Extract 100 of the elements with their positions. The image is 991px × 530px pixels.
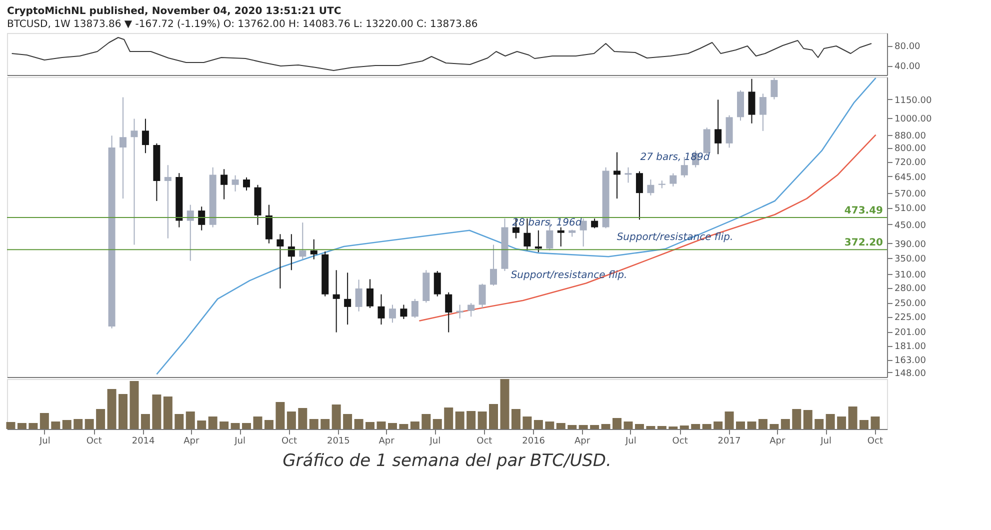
candlestick <box>299 222 306 260</box>
y-tick-label: 225.00 <box>894 313 926 324</box>
x-tick-label: Apr <box>574 436 590 446</box>
bar <box>714 422 723 429</box>
candlestick <box>310 238 318 260</box>
bar <box>545 422 554 429</box>
bar <box>780 419 790 429</box>
x-tick-label: Oct <box>867 436 884 446</box>
bar <box>848 406 858 429</box>
candlestick <box>186 204 194 262</box>
x-tick-label: Oct <box>281 436 298 446</box>
line-series <box>11 37 872 71</box>
candlestick <box>220 168 228 200</box>
bar <box>522 416 532 429</box>
y-tick-label: 570.00 <box>894 189 926 200</box>
x-tick-label: Oct <box>476 436 493 446</box>
candlestick <box>490 244 498 286</box>
bar <box>197 420 206 429</box>
bar <box>500 379 510 429</box>
bar <box>298 408 308 429</box>
chart-title: CryptoMichNL published, November 04, 2020 13:51:21 UTC <box>7 6 342 17</box>
candlestick <box>232 174 239 192</box>
bar <box>646 426 656 429</box>
candlestick <box>411 298 418 318</box>
bar <box>17 423 26 429</box>
bar <box>478 412 487 429</box>
bar <box>826 414 835 429</box>
bar <box>276 402 285 429</box>
bar <box>702 424 712 429</box>
bar <box>680 426 689 429</box>
bar <box>792 409 802 429</box>
x-tick-label: Jul <box>234 436 246 446</box>
bar <box>253 416 262 429</box>
bar <box>803 410 812 429</box>
candlestick <box>770 77 778 100</box>
x-tick-label: Apr <box>770 436 786 446</box>
candlestick <box>636 170 643 220</box>
bar <box>186 412 195 429</box>
bar <box>40 413 49 429</box>
x-tick-label: Oct <box>672 436 688 446</box>
bar <box>140 414 150 429</box>
y-tick-label: 1150.00 <box>894 96 932 106</box>
candlestick <box>130 118 138 246</box>
candlestick <box>378 294 385 326</box>
candlestick <box>468 302 475 318</box>
candlestick <box>164 164 172 239</box>
bar <box>612 418 622 429</box>
candlestick <box>534 230 542 253</box>
bar <box>130 381 139 429</box>
bar <box>84 419 94 429</box>
y-tick-label: 800.00 <box>894 144 926 154</box>
bar <box>590 425 600 429</box>
bar <box>399 424 408 429</box>
candlestick <box>344 272 352 326</box>
y-tick-label: 350.00 <box>894 254 926 264</box>
x-tick-label: Jul <box>820 436 832 446</box>
bar <box>152 394 162 429</box>
bar <box>691 424 700 429</box>
bar <box>724 412 734 429</box>
bar <box>264 420 274 429</box>
bar <box>163 396 172 429</box>
bar <box>870 416 880 429</box>
bar <box>62 420 72 429</box>
y-tick-label: 645.00 <box>894 172 926 183</box>
y-tick-label: 390.00 <box>894 240 926 250</box>
bar <box>354 419 364 429</box>
bar <box>466 411 476 429</box>
bar <box>388 423 397 429</box>
x-tick-label: Jul <box>428 436 441 446</box>
bar <box>343 414 352 429</box>
bar <box>208 416 218 429</box>
bar <box>366 422 375 429</box>
candlestick <box>591 218 598 229</box>
x-tick-label: 2015 <box>326 436 350 446</box>
bar <box>376 422 386 429</box>
candlestick <box>198 206 206 231</box>
bar <box>309 419 318 429</box>
annotation: 27 bars, 189d <box>640 152 710 163</box>
candlestick <box>355 279 362 312</box>
bar <box>511 409 520 429</box>
x-tick-label: Jul <box>38 436 50 446</box>
candlestick <box>265 204 272 244</box>
bar <box>242 423 252 429</box>
candlestick <box>332 270 340 333</box>
bar <box>74 419 83 429</box>
y-tick-label: 250.00 <box>894 299 926 310</box>
candlestick <box>445 292 452 333</box>
bar <box>601 424 610 429</box>
bar <box>6 422 16 429</box>
candlestick <box>366 278 374 309</box>
candlestick <box>624 166 632 184</box>
bar <box>556 423 566 429</box>
ref-line-label: 473.49 <box>844 206 884 217</box>
bar <box>107 389 116 429</box>
x-tick-label: 2017 <box>718 436 741 446</box>
bar <box>634 424 644 429</box>
x-tick-label: 2014 <box>132 436 156 446</box>
bar <box>568 425 577 429</box>
x-tick-label: Apr <box>184 436 200 446</box>
bar <box>320 419 330 429</box>
